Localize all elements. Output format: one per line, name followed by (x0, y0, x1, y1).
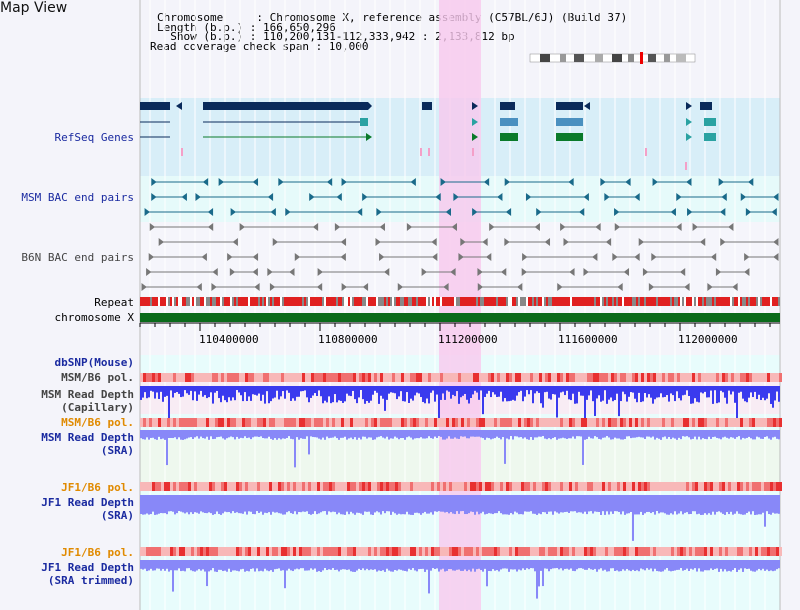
tick-label-3: 111200000 (438, 333, 498, 346)
track-label-jf1-depth-sra[interactable]: JF1 Read Depth (SRA) (41, 496, 134, 522)
track-label-dbsnp[interactable]: dbSNP(Mouse) (54, 356, 134, 369)
tick-label-5: 112000000 (678, 333, 738, 346)
track-label-jf1-b6-pol-2[interactable]: JF1/B6 pol. (61, 546, 134, 559)
tick-label-2: 110800000 (318, 333, 378, 346)
chromosome-bar (140, 313, 780, 322)
map-view-title: Map View (0, 0, 68, 16)
track-label-msm-b6-pol-1[interactable]: MSM/B6 pol. (61, 371, 134, 384)
ideogram-position-marker (640, 52, 643, 64)
track-label-msm-depth-cap[interactable]: MSM Read Depth (Capillary) (41, 388, 134, 414)
track-label-b6n-bac[interactable]: B6N BAC end pairs (21, 251, 134, 264)
msm-bac-end-pairs[interactable] (144, 178, 779, 216)
msm-b6-pol-track-2[interactable] (140, 418, 782, 427)
scale-axis (139, 322, 780, 331)
track-label-jf1-b6-pol-1[interactable]: JF1/B6 pol. (61, 481, 134, 494)
refseq-genes[interactable] (140, 102, 716, 170)
track-label-refseq[interactable]: RefSeq Genes (54, 131, 134, 144)
tick-label-1: 110400000 (199, 333, 259, 346)
length-info: Length (b.p.) : 166,650,296 (157, 21, 336, 34)
jf1-read-depth-sra[interactable] (140, 495, 780, 541)
track-label-jf1-depth-trim[interactable]: JF1 Read Depth (SRA trimmed) (41, 561, 134, 587)
jf1-read-depth-sra-trimmed[interactable] (140, 560, 780, 599)
jf1-b6-pol-track-1[interactable] (140, 482, 782, 491)
tick-label-4: 111600000 (558, 333, 618, 346)
chromosome-ideogram[interactable] (529, 52, 696, 64)
track-label-msm-bac[interactable]: MSM BAC end pairs (21, 191, 134, 204)
track-label-repeat[interactable]: Repeat (94, 296, 134, 309)
repeat-track[interactable] (140, 297, 780, 306)
jf1-b6-pol-track-2[interactable] (140, 547, 782, 556)
b6n-bac-end-pairs[interactable] (141, 223, 779, 291)
msm-b6-pol-track-1[interactable] (140, 373, 782, 382)
track-label-chromosome: chromosome X (54, 311, 134, 324)
msm-read-depth-capillary[interactable] (140, 386, 780, 426)
track-label-msm-depth-sra[interactable]: MSM Read Depth (SRA) (41, 431, 134, 457)
track-label-msm-b6-pol-2[interactable]: MSM/B6 pol. (61, 416, 134, 429)
msm-read-depth-sra[interactable] (140, 430, 780, 468)
